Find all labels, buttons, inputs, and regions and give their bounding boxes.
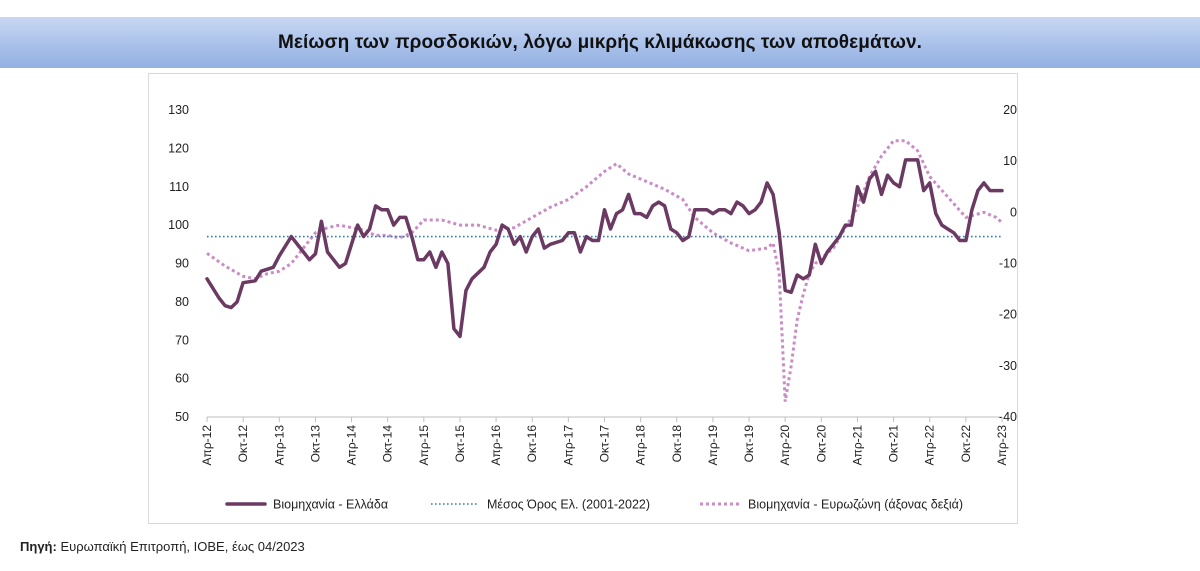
x-tick-label: Απρ-12 — [200, 425, 214, 466]
y-left-tick-label: 50 — [175, 410, 189, 424]
x-tick-label: Οκτ-22 — [959, 425, 973, 463]
y-right-tick-label: -10 — [999, 257, 1017, 271]
x-tick-label: Οκτ-21 — [887, 425, 901, 463]
x-tick-label: Οκτ-13 — [308, 425, 322, 463]
y-left-tick-label: 90 — [175, 257, 189, 271]
x-tick-label: Οκτ-16 — [525, 425, 539, 463]
title-banner: Μείωση των προσδοκιών, λόγω μικρής κλιμά… — [0, 17, 1200, 68]
x-tick-label: Απρ-18 — [634, 425, 648, 466]
y-right-tick-label: -40 — [999, 410, 1017, 424]
x-tick-label: Απρ-15 — [417, 425, 431, 466]
series-line-0 — [205, 158, 1004, 339]
page-title: Μείωση των προσδοκιών, λόγω μικρής κλιμά… — [277, 31, 923, 53]
y-left-tick-label: 100 — [168, 218, 189, 232]
source-label: Πηγή: — [20, 539, 57, 554]
line-chart: 50 60 70 80 90 100 110 120 130 -40 -30 -20 -10 0 10 20 Α… — [168, 103, 1017, 512]
x-tick-label: Οκτ-12 — [236, 425, 250, 463]
y-right-tick-label: 20 — [1003, 103, 1017, 117]
x-tick-label: Οκτ-17 — [598, 425, 612, 463]
y-left-tick-label: 120 — [168, 141, 189, 155]
y-right-tick-label: -30 — [999, 359, 1017, 373]
legend-label: Βιομηχανία - Ελλάδα — [273, 498, 388, 512]
y-left-tick-label: 130 — [168, 103, 189, 117]
x-tick-label: Απρ-20 — [778, 425, 792, 466]
source-text: Ευρωπαϊκή Επιτροπή, ΙΟΒΕ, έως 04/2023 — [56, 539, 305, 554]
y-right-tick-label: 10 — [1003, 154, 1017, 168]
chart-frame: 50 60 70 80 90 100 110 120 130 -40 -30 -20 -10 0 10 20 Α… — [148, 73, 1018, 524]
y-left-tick-label: 110 — [169, 180, 189, 194]
x-tick-label: Οκτ-20 — [814, 425, 828, 463]
x-tick-label: Απρ-14 — [345, 425, 359, 466]
x-tick-label: Οκτ-15 — [453, 425, 467, 463]
y-left-tick-label: 80 — [175, 295, 189, 309]
source-note: Πηγή: Ευρωπαϊκή Επιτροπή, ΙΟΒΕ, έως 04/2… — [20, 539, 305, 554]
series-line-2 — [206, 139, 1003, 402]
x-tick-label: Απρ-17 — [561, 425, 575, 466]
x-tick-label: Απρ-21 — [850, 425, 864, 466]
x-tick-label: Οκτ-18 — [670, 425, 684, 463]
x-tick-label: Οκτ-14 — [381, 425, 395, 463]
y-right-tick-label: 0 — [1010, 205, 1017, 219]
x-tick-label: Απρ-13 — [272, 425, 286, 466]
x-tick-label: Απρ-16 — [489, 425, 503, 466]
y-right-tick-label: -20 — [999, 308, 1017, 322]
y-left-tick-label: 60 — [175, 372, 189, 386]
legend-label: Μέσος Όρος Ελ. (2001-2022) — [487, 498, 650, 512]
y-left-tick-label: 70 — [175, 333, 189, 347]
legend-label: Βιομηχανία - Ευρωζώνη (άξονας δεξιά) — [748, 498, 963, 512]
x-tick-label: Απρ-19 — [706, 425, 720, 466]
x-tick-label: Απρ-22 — [923, 425, 937, 466]
x-tick-label: Οκτ-19 — [742, 425, 756, 463]
x-tick-label: Απρ-23 — [995, 425, 1009, 466]
